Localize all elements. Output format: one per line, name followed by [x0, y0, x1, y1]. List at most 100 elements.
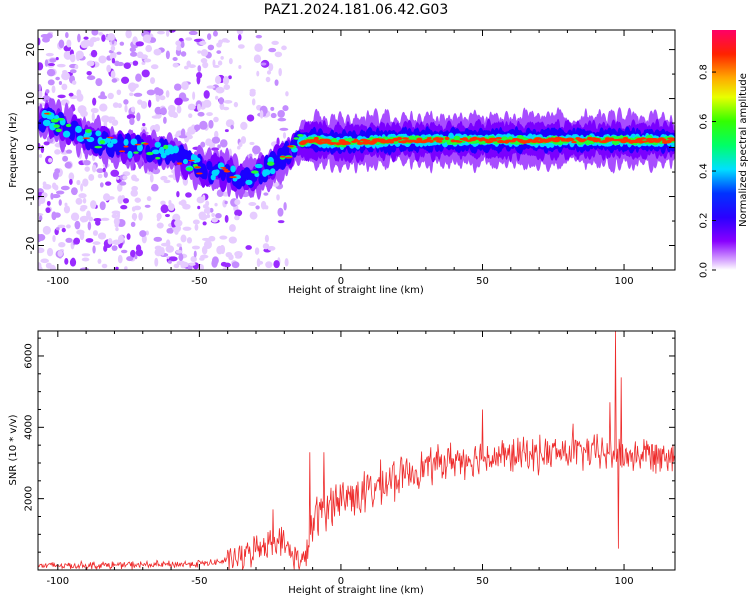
noise-speckle [285, 91, 289, 97]
ridge-mark [245, 179, 253, 186]
noise-speckle [271, 40, 279, 46]
noise-speckle [192, 91, 196, 100]
ridge-mark [424, 138, 431, 143]
noise-speckle [165, 90, 170, 98]
noise-speckle [57, 250, 63, 257]
noise-speckle [73, 237, 81, 245]
noise-speckle [65, 224, 71, 229]
noise-speckle [224, 129, 229, 133]
noise-speckle [201, 245, 208, 255]
ridge-mark [313, 136, 319, 141]
noise-speckle [70, 187, 78, 196]
ridge-mark [118, 150, 126, 153]
noise-speckle [134, 254, 138, 260]
ridge-mark [389, 140, 395, 144]
noise-speckle [180, 234, 187, 243]
noise-speckle [46, 247, 54, 257]
noise-speckle [91, 164, 97, 173]
noise-speckle [182, 203, 191, 210]
noise-speckle [270, 112, 277, 119]
noise-speckle [149, 77, 156, 85]
noise-speckle [97, 173, 103, 179]
noise-speckle [90, 37, 98, 43]
noise-speckle [64, 257, 69, 265]
ridge-mark [49, 122, 57, 131]
noise-speckle [248, 153, 253, 158]
noise-speckle [197, 65, 202, 73]
noise-speckle [83, 159, 91, 166]
ridge-mark [287, 145, 294, 148]
ridge-mark [640, 137, 647, 140]
noise-speckle [228, 148, 232, 157]
noise-speckle [255, 34, 263, 39]
ridge-mark [397, 136, 403, 141]
noise-speckle [80, 206, 88, 210]
noise-speckle [116, 51, 122, 55]
noise-speckle [102, 167, 106, 173]
noise-speckle [143, 58, 152, 63]
noise-speckle [45, 52, 54, 57]
noise-speckle [97, 258, 102, 264]
noise-speckle [279, 127, 289, 131]
noise-speckle [263, 192, 269, 196]
noise-speckle [256, 258, 261, 268]
noise-speckle [264, 234, 269, 243]
noise-speckle [132, 60, 139, 66]
ridge-mark [659, 138, 667, 141]
snr-marks [38, 331, 675, 570]
ridge-mark [50, 118, 59, 123]
noise-speckle [91, 112, 95, 122]
noise-speckle [203, 208, 209, 214]
noise-speckle [57, 94, 66, 99]
ridge-mark [151, 149, 160, 155]
noise-speckle [48, 157, 53, 163]
noise-speckle [176, 190, 180, 198]
noise-speckle [58, 199, 62, 206]
noise-speckle [113, 217, 120, 226]
noise-speckle [281, 45, 287, 51]
noise-speckle [200, 58, 208, 64]
noise-speckle [277, 117, 287, 122]
noise-speckle [53, 212, 61, 218]
colorbar-ticks: 0.0 0.2 0.4 0.6 0.8 [699, 64, 716, 278]
noise-speckle [218, 97, 224, 105]
noise-speckle [266, 70, 272, 75]
noise-speckle [192, 219, 200, 225]
noise-speckle [228, 236, 237, 244]
colorbar-tick-label: 0.6 [699, 114, 710, 130]
noise-speckle [121, 76, 130, 84]
noise-speckle [211, 212, 216, 217]
noise-speckle [197, 50, 202, 54]
noise-speckle [81, 253, 91, 257]
noise-speckle [111, 57, 116, 64]
ridge-mark [53, 124, 60, 129]
noise-speckle [176, 105, 182, 114]
noise-speckle [163, 179, 171, 184]
noise-speckle [131, 45, 137, 49]
ridge-mark [401, 137, 409, 140]
ridge-mark [76, 135, 85, 142]
noise-speckle [249, 211, 258, 220]
ridge-mark [285, 152, 292, 165]
noise-speckle [246, 114, 255, 122]
snr-ylabel: SNR (10 * v/v) [8, 414, 19, 485]
noise-speckle [115, 227, 119, 232]
noise-speckle [199, 214, 208, 221]
noise-speckle [150, 64, 159, 70]
y-tick-label: 10 [24, 92, 37, 106]
noise-speckle [38, 233, 42, 243]
noise-speckle [62, 70, 68, 74]
noise-speckle [156, 212, 162, 220]
ridge-mark [230, 165, 236, 173]
ridge-mark [495, 136, 502, 140]
noise-speckle [69, 53, 76, 63]
noise-speckle [112, 102, 119, 108]
colorbar-label: Normalized spectral amplitude [738, 73, 749, 227]
noise-speckle [256, 70, 260, 77]
noise-speckle [154, 248, 163, 257]
noise-speckle [144, 204, 151, 208]
figure-title: PAZ1.2024.181.06.42.G03 [264, 2, 449, 18]
noise-speckle [123, 198, 129, 204]
noise-speckle [154, 87, 161, 95]
ridge-mark [229, 176, 237, 179]
